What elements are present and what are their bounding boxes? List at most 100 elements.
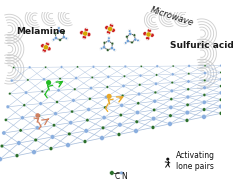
Circle shape bbox=[47, 42, 49, 43]
Circle shape bbox=[111, 42, 114, 45]
Circle shape bbox=[62, 36, 65, 39]
Circle shape bbox=[150, 33, 154, 37]
Circle shape bbox=[219, 104, 223, 109]
Circle shape bbox=[139, 40, 140, 41]
Circle shape bbox=[58, 27, 60, 29]
Circle shape bbox=[220, 71, 222, 74]
Circle shape bbox=[166, 158, 169, 161]
Circle shape bbox=[4, 118, 7, 121]
Circle shape bbox=[185, 110, 189, 115]
Circle shape bbox=[146, 32, 151, 37]
Circle shape bbox=[115, 50, 117, 51]
Circle shape bbox=[47, 47, 51, 51]
Circle shape bbox=[120, 103, 124, 107]
Circle shape bbox=[42, 49, 46, 53]
Circle shape bbox=[169, 114, 172, 117]
Circle shape bbox=[147, 39, 148, 41]
Circle shape bbox=[110, 46, 114, 50]
Circle shape bbox=[46, 80, 51, 85]
Circle shape bbox=[84, 129, 88, 133]
Circle shape bbox=[153, 99, 157, 103]
Circle shape bbox=[134, 38, 137, 41]
Circle shape bbox=[56, 101, 58, 103]
Circle shape bbox=[124, 42, 127, 44]
Circle shape bbox=[129, 29, 131, 30]
Circle shape bbox=[104, 106, 107, 109]
Circle shape bbox=[86, 27, 87, 29]
Circle shape bbox=[107, 33, 109, 35]
Circle shape bbox=[59, 77, 61, 80]
Circle shape bbox=[123, 43, 125, 44]
Circle shape bbox=[89, 87, 93, 90]
Circle shape bbox=[39, 102, 42, 105]
Circle shape bbox=[140, 65, 142, 67]
Circle shape bbox=[45, 42, 49, 46]
Circle shape bbox=[137, 102, 140, 105]
Circle shape bbox=[68, 132, 71, 136]
Circle shape bbox=[52, 41, 53, 42]
Circle shape bbox=[220, 85, 222, 88]
Circle shape bbox=[74, 88, 76, 91]
Circle shape bbox=[87, 33, 91, 36]
Circle shape bbox=[54, 112, 57, 115]
Circle shape bbox=[202, 100, 206, 104]
Circle shape bbox=[32, 150, 36, 154]
Circle shape bbox=[49, 147, 53, 150]
Circle shape bbox=[169, 105, 173, 109]
Text: C: C bbox=[114, 172, 120, 181]
Circle shape bbox=[110, 171, 114, 175]
Circle shape bbox=[107, 39, 110, 43]
Circle shape bbox=[102, 115, 106, 120]
Circle shape bbox=[187, 80, 190, 83]
Circle shape bbox=[109, 36, 110, 37]
Circle shape bbox=[53, 124, 56, 127]
Circle shape bbox=[188, 65, 190, 67]
Circle shape bbox=[62, 31, 65, 34]
Circle shape bbox=[139, 41, 140, 42]
Circle shape bbox=[57, 26, 59, 27]
Circle shape bbox=[34, 138, 37, 142]
Circle shape bbox=[41, 90, 44, 93]
Text: N: N bbox=[121, 172, 127, 181]
Circle shape bbox=[167, 122, 172, 126]
Circle shape bbox=[76, 66, 79, 68]
Circle shape bbox=[10, 79, 13, 82]
Circle shape bbox=[135, 110, 140, 115]
Circle shape bbox=[60, 66, 63, 68]
Circle shape bbox=[24, 91, 28, 94]
Circle shape bbox=[59, 39, 61, 41]
Circle shape bbox=[118, 122, 122, 127]
Circle shape bbox=[139, 84, 141, 86]
Circle shape bbox=[147, 29, 151, 33]
Circle shape bbox=[108, 66, 110, 68]
Circle shape bbox=[84, 28, 88, 32]
Circle shape bbox=[185, 119, 189, 122]
Text: Activating
lone pairs: Activating lone pairs bbox=[176, 151, 215, 171]
Circle shape bbox=[108, 37, 110, 39]
Circle shape bbox=[107, 30, 111, 34]
Circle shape bbox=[28, 66, 31, 69]
Circle shape bbox=[219, 91, 223, 95]
Circle shape bbox=[75, 77, 78, 80]
Circle shape bbox=[105, 26, 109, 30]
Circle shape bbox=[203, 86, 206, 89]
Circle shape bbox=[135, 120, 139, 123]
Circle shape bbox=[143, 32, 147, 36]
Circle shape bbox=[114, 51, 116, 52]
Circle shape bbox=[57, 89, 60, 92]
Circle shape bbox=[83, 140, 87, 143]
Circle shape bbox=[109, 24, 114, 28]
Circle shape bbox=[38, 114, 40, 117]
Circle shape bbox=[102, 46, 106, 49]
Circle shape bbox=[202, 108, 206, 111]
Circle shape bbox=[23, 104, 26, 107]
Circle shape bbox=[111, 28, 115, 32]
Circle shape bbox=[69, 121, 73, 125]
Circle shape bbox=[15, 154, 19, 157]
Circle shape bbox=[149, 28, 150, 30]
Circle shape bbox=[52, 39, 55, 41]
Circle shape bbox=[42, 78, 46, 81]
Circle shape bbox=[156, 65, 159, 67]
Circle shape bbox=[106, 49, 109, 51]
Circle shape bbox=[91, 76, 93, 79]
